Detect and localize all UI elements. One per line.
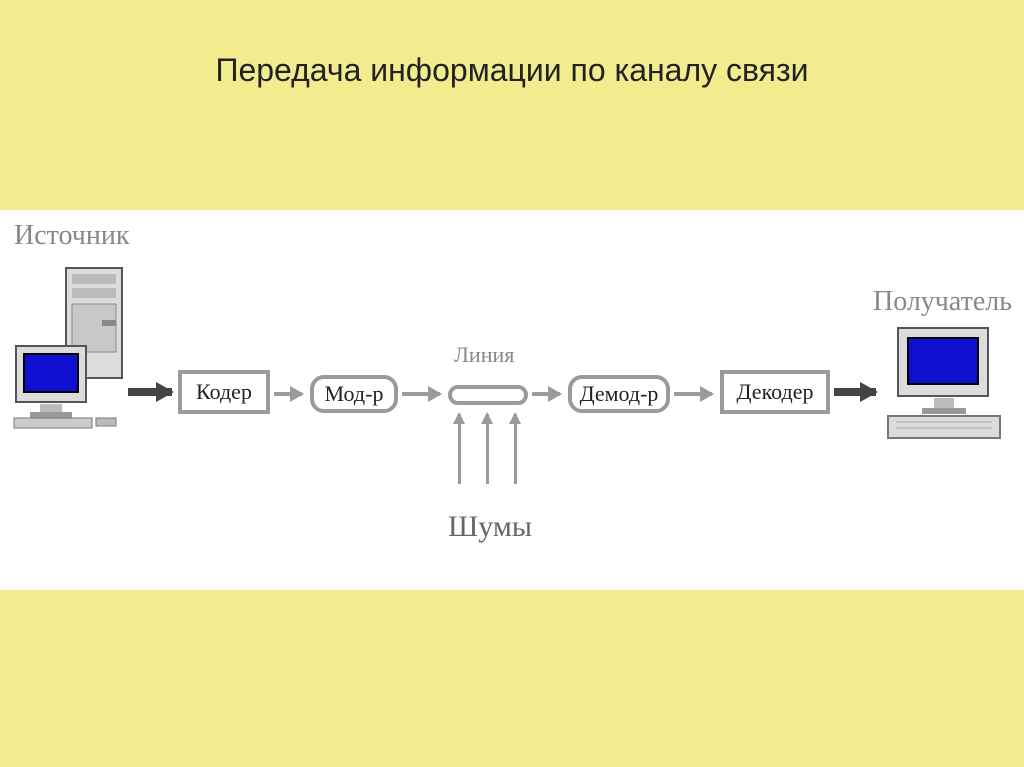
- arrow-encoder-modulator: [274, 392, 302, 396]
- arrow-source-encoder: [128, 388, 172, 396]
- receiver-label: Получатель: [873, 286, 1012, 318]
- arrow-line-demodulator: [532, 392, 560, 396]
- diagram-panel: Источник Получатель Линия Шумы: [0, 210, 1024, 590]
- arrow-modulator-line: [402, 392, 440, 396]
- page-title: Передача информации по каналу связи: [0, 0, 1024, 89]
- decoder-box: Декодер: [720, 370, 830, 414]
- source-computer-icon: [10, 260, 150, 435]
- computer-monitor-icon: [880, 320, 1010, 450]
- noise-arrow-1: [458, 414, 461, 484]
- arrow-decoder-receiver: [834, 388, 876, 396]
- demodulator-box: Демод-р: [568, 375, 670, 413]
- noise-arrow-3: [514, 414, 517, 484]
- encoder-box: Кодер: [178, 370, 270, 414]
- line-shape: [448, 385, 528, 405]
- receiver-computer-icon: [880, 320, 1010, 455]
- computer-tower-monitor-icon: [10, 260, 150, 430]
- noise-label: Шумы: [448, 510, 532, 544]
- arrow-demodulator-decoder: [674, 392, 712, 396]
- line-label: Линия: [454, 342, 514, 368]
- noise-arrow-2: [486, 414, 489, 484]
- modulator-box: Мод-р: [310, 375, 398, 413]
- source-label: Источник: [14, 220, 129, 252]
